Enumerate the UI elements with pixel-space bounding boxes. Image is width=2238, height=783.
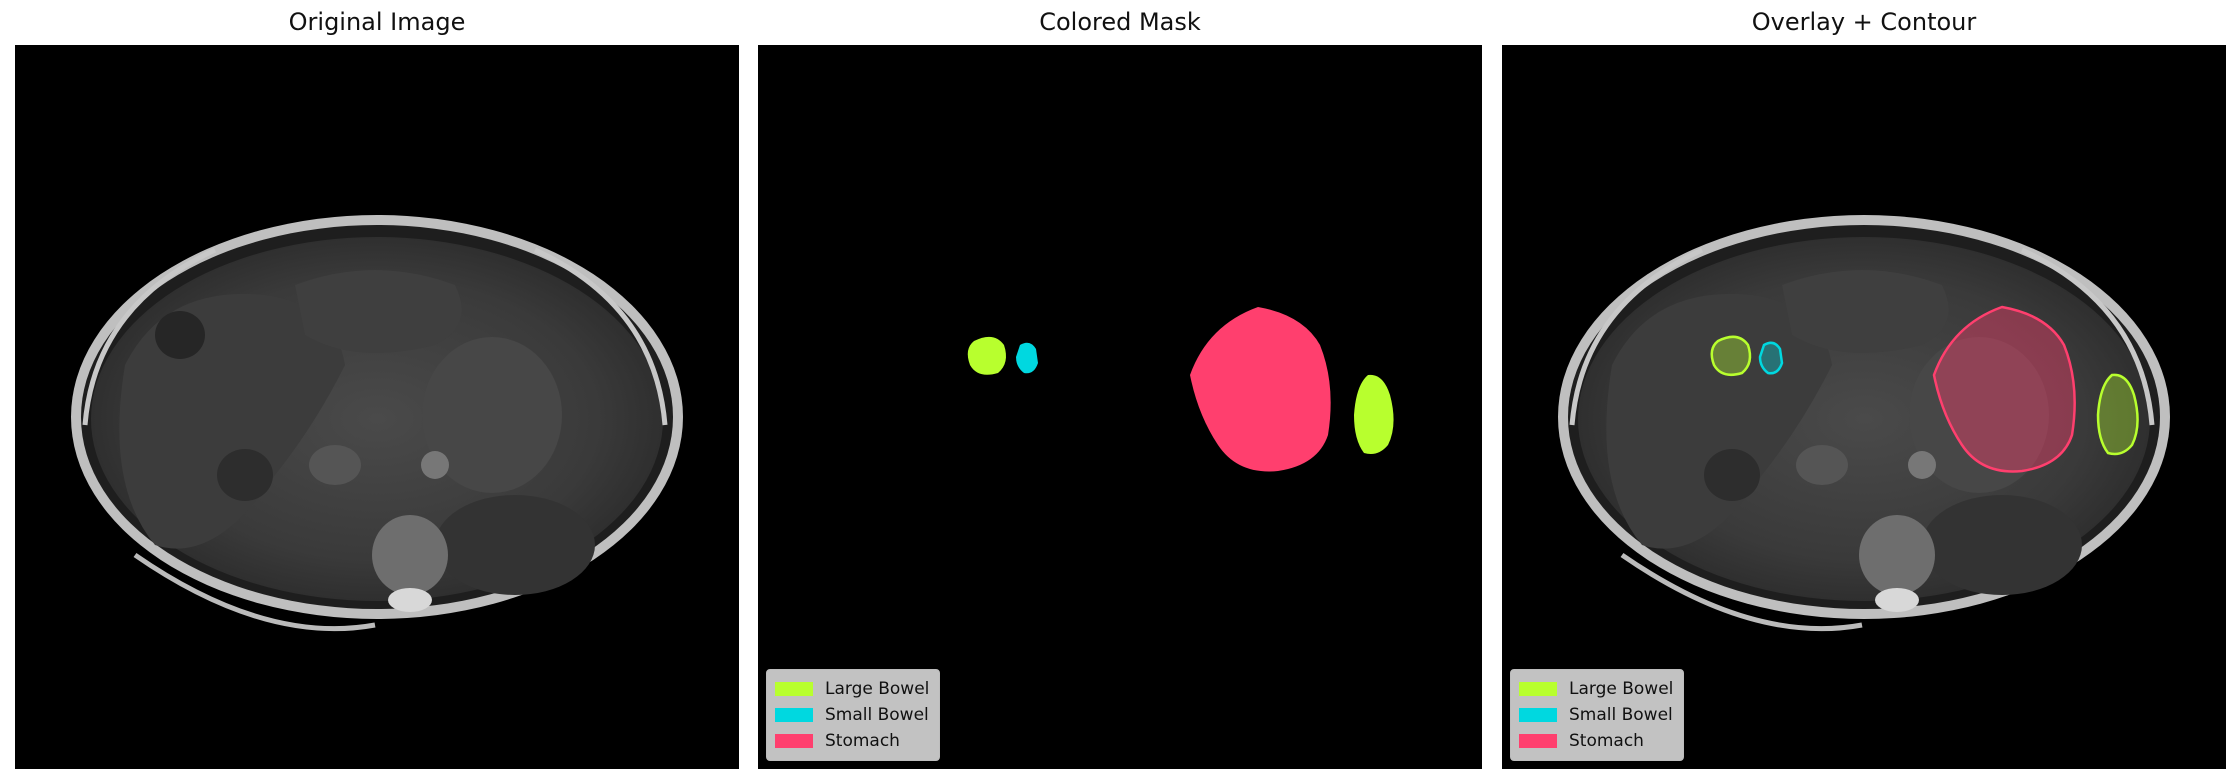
- legend-item-large-bowel: Large Bowel: [775, 676, 929, 702]
- panel-original: Original Image: [15, 0, 739, 783]
- legend-swatch-stomach: [1519, 734, 1557, 748]
- legend-swatch-small-bowel: [775, 708, 813, 722]
- legend-item-large-bowel: Large Bowel: [1519, 676, 1673, 702]
- overlay-contour-image: [1558, 215, 2170, 632]
- legend-item-stomach: Stomach: [775, 728, 929, 754]
- mask-stomach: [1190, 307, 1331, 472]
- mask-canvas: Large Bowel Small Bowel Stomach: [758, 45, 1482, 769]
- legend-item-small-bowel: Small Bowel: [775, 702, 929, 728]
- mask-large-bowel-right: [1354, 374, 1394, 454]
- legend-mask: Large Bowel Small Bowel Stomach: [766, 669, 941, 761]
- overlay-canvas: Large Bowel Small Bowel Stomach: [1502, 45, 2226, 769]
- panel-mask: Colored Mask Large Bowel Small Bowel Sto: [758, 0, 1482, 783]
- legend-label-large-bowel: Large Bowel: [825, 679, 930, 699]
- legend-item-stomach: Stomach: [1519, 728, 1673, 754]
- mri-original-canvas: [15, 45, 739, 769]
- legend-label-small-bowel: Small Bowel: [825, 705, 929, 725]
- panel-title-overlay: Overlay + Contour: [1751, 8, 1977, 36]
- overlay-large-bowel-right: [2096, 373, 2139, 456]
- legend-item-small-bowel: Small Bowel: [1519, 702, 1673, 728]
- panel-title-mask: Colored Mask: [1039, 8, 1201, 36]
- overlay-large-bowel-left: [1710, 335, 1752, 376]
- mri-scan-image: [71, 215, 683, 632]
- legend-overlay: Large Bowel Small Bowel Stomach: [1510, 669, 1685, 761]
- legend-swatch-small-bowel: [1519, 708, 1557, 722]
- legend-swatch-large-bowel: [775, 682, 813, 696]
- legend-swatch-large-bowel: [1519, 682, 1557, 696]
- legend-label-stomach: Stomach: [825, 731, 900, 751]
- legend-swatch-stomach: [775, 734, 813, 748]
- panel-title-original: Original Image: [288, 8, 466, 36]
- overlay-stomach: [1932, 305, 2076, 473]
- overlay-small-bowel: [1758, 341, 1784, 375]
- legend-label-small-bowel: Small Bowel: [1569, 705, 1673, 725]
- colored-mask-image: [967, 307, 1394, 472]
- panel-overlay: Overlay + Contour: [1502, 0, 2226, 783]
- legend-label-large-bowel: Large Bowel: [1569, 679, 1674, 699]
- legend-label-stomach: Stomach: [1569, 731, 1644, 751]
- mask-large-bowel-left: [967, 336, 1006, 375]
- mask-small-bowel: [1016, 342, 1038, 374]
